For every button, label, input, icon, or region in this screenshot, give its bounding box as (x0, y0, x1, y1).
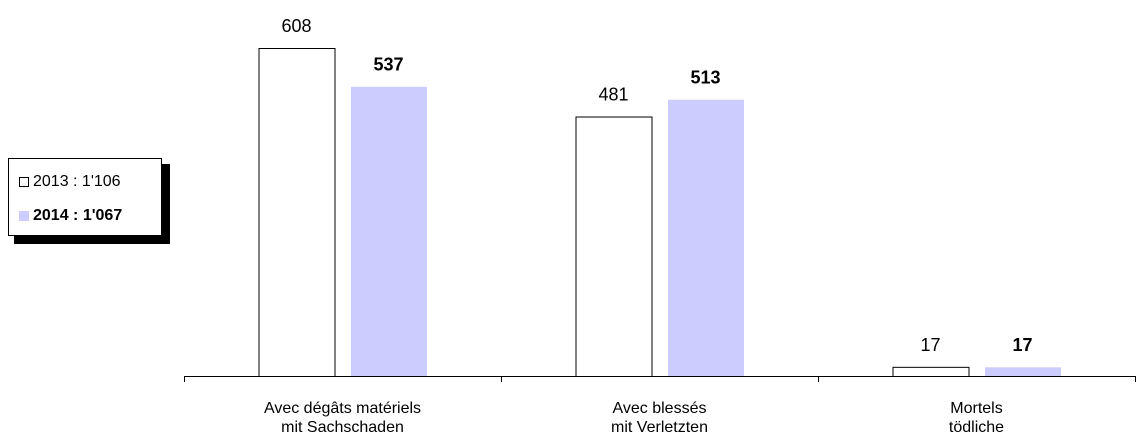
legend-swatch-2014 (19, 211, 29, 221)
legend-label-2013: 2013 : 1'106 (33, 173, 121, 190)
data-label-s1-c0: 537 (373, 54, 403, 74)
bar-s0-c1 (575, 116, 653, 378)
data-label-s0-c1: 481 (598, 85, 628, 105)
bar-s1-c1 (668, 99, 744, 377)
legend-label-2014: 2014 : 1'067 (33, 207, 123, 224)
data-label-s1-c2: 17 (1012, 335, 1032, 355)
legend: 2013 : 1'106 2014 : 1'067 (8, 158, 162, 236)
bar-s1-c0 (351, 86, 427, 377)
data-label-s1-c1: 513 (690, 67, 720, 87)
category-label-0-line-1: mit Sachschaden (281, 419, 404, 436)
category-label-2-line-1: tödliche (949, 419, 1004, 436)
category-label-1-line-1: mit Verletzten (611, 419, 708, 436)
category-label-1-line-0: Avec blessés (613, 400, 707, 417)
bar-s1-c2 (985, 367, 1061, 377)
legend-item-2013: 2013 : 1'106 (19, 173, 121, 191)
data-label-s0-c0: 608 (281, 16, 311, 36)
legend-swatch-2013 (19, 177, 29, 187)
category-label-2-line-0: Mortels (950, 400, 1002, 417)
bar-s0-c2 (892, 366, 970, 378)
bar-s0-c0 (258, 48, 336, 377)
data-label-s0-c2: 17 (920, 335, 940, 355)
legend-item-2014: 2014 : 1'067 (19, 207, 122, 225)
category-label-0-line-0: Avec dégâts matériels (264, 400, 421, 417)
